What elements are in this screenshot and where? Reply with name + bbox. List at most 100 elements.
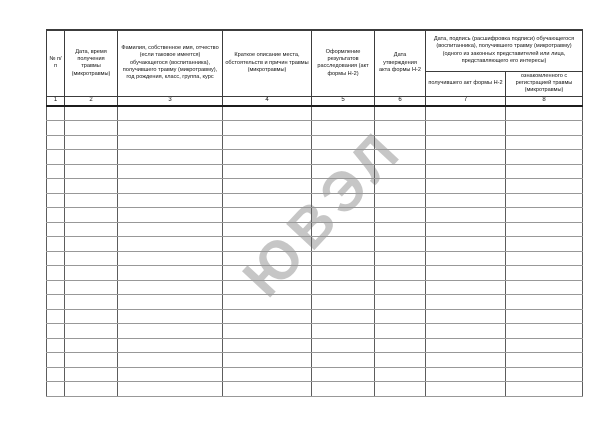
header-approval-date: Дата утверждения акта формы Н-2 [374, 29, 426, 97]
empty-cell [374, 367, 426, 383]
empty-cell [311, 193, 375, 209]
table-row [46, 251, 584, 267]
table-row [46, 120, 584, 136]
empty-cell [117, 164, 223, 180]
empty-cell [46, 149, 65, 165]
empty-cell [117, 207, 223, 223]
header-investigation-results: Оформление результатов расследования (ак… [311, 29, 375, 97]
empty-cell [117, 105, 223, 122]
empty-cell [64, 381, 118, 397]
empty-cell [64, 236, 118, 252]
empty-cell [374, 164, 426, 180]
empty-cell [504, 178, 584, 194]
empty-cell [64, 164, 118, 180]
empty-cell [46, 236, 65, 252]
empty-cell [46, 178, 65, 194]
empty-cell [311, 323, 375, 339]
empty-cell [222, 120, 312, 136]
empty-cell [374, 381, 426, 397]
empty-cell [222, 135, 312, 151]
empty-cell [425, 207, 506, 223]
empty-cell [504, 280, 584, 296]
empty-cell [117, 236, 223, 252]
empty-cell [117, 120, 223, 136]
empty-cell [222, 294, 312, 310]
column-number-2: 2 [64, 95, 118, 107]
empty-cell [311, 149, 375, 165]
empty-cell [117, 135, 223, 151]
empty-cell [311, 207, 375, 223]
empty-cell [117, 294, 223, 310]
table-row [46, 164, 584, 180]
table-row [46, 222, 584, 238]
empty-cell [117, 367, 223, 383]
empty-cell [64, 149, 118, 165]
empty-cell [117, 149, 223, 165]
empty-cell [504, 338, 584, 354]
empty-cell [504, 323, 584, 339]
empty-cell [64, 207, 118, 223]
empty-cell [425, 149, 506, 165]
empty-cell [374, 251, 426, 267]
header-acquainted-registration: ознакомленного с регистрацией травмы (ми… [504, 70, 584, 97]
empty-cell [425, 338, 506, 354]
empty-cell [64, 367, 118, 383]
empty-cell [117, 280, 223, 296]
empty-cell [222, 280, 312, 296]
column-number-4: 4 [222, 95, 312, 107]
empty-cell [46, 323, 65, 339]
empty-cell [311, 294, 375, 310]
empty-cell [311, 105, 375, 122]
empty-cell [117, 381, 223, 397]
empty-cell [425, 178, 506, 194]
empty-cell [425, 105, 506, 122]
empty-cell [64, 280, 118, 296]
empty-cell [374, 135, 426, 151]
empty-cell [374, 352, 426, 368]
header-row: № п/п Дата, время получения травмы (микр… [46, 29, 584, 97]
table-row [46, 367, 584, 383]
empty-cell [117, 251, 223, 267]
empty-cell [311, 367, 375, 383]
table-row [46, 323, 584, 339]
empty-cell [222, 207, 312, 223]
empty-cell [222, 164, 312, 180]
header-row-number: № п/п [46, 29, 65, 97]
empty-cell [425, 135, 506, 151]
empty-cell [311, 309, 375, 325]
empty-cell [46, 164, 65, 180]
empty-cell [504, 149, 584, 165]
empty-cell [311, 164, 375, 180]
empty-cell [425, 193, 506, 209]
table-row [46, 309, 584, 325]
empty-cell [46, 135, 65, 151]
empty-cell [425, 294, 506, 310]
empty-cell [46, 352, 65, 368]
empty-cell [46, 367, 65, 383]
column-number-6: 6 [374, 95, 426, 107]
empty-cell [64, 251, 118, 267]
empty-cell [374, 236, 426, 252]
empty-cell [504, 367, 584, 383]
empty-cell [222, 338, 312, 354]
empty-cell [64, 135, 118, 151]
header-date-time: Дата, время получения травмы (микротравм… [64, 29, 118, 97]
empty-cell [374, 178, 426, 194]
empty-cell [504, 381, 584, 397]
empty-cell [117, 178, 223, 194]
empty-cell [64, 265, 118, 281]
empty-cell [425, 352, 506, 368]
empty-cell [504, 265, 584, 281]
empty-cell [222, 265, 312, 281]
empty-cell [311, 135, 375, 151]
header-place-description: Краткое описание места, обстоятельств и … [222, 29, 312, 97]
empty-cell [222, 222, 312, 238]
empty-cell [222, 149, 312, 165]
empty-cell [64, 323, 118, 339]
empty-cell [425, 222, 506, 238]
empty-cell [46, 120, 65, 136]
empty-cell [117, 222, 223, 238]
empty-cell [46, 338, 65, 354]
column-number-5: 5 [311, 95, 375, 107]
